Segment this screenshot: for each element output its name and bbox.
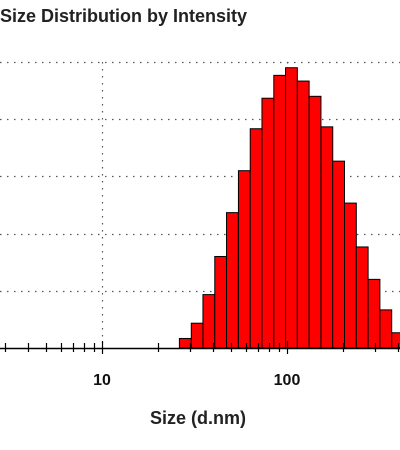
histogram-bar: [237, 170, 251, 349]
histogram-bar: [273, 74, 287, 349]
histogram-bar: [202, 294, 216, 349]
histogram-bar: [261, 97, 275, 349]
x-tick-label: 100: [274, 372, 301, 389]
histogram-bar: [367, 278, 381, 349]
histogram-bar: [355, 246, 369, 349]
histogram-bar: [285, 67, 298, 349]
x-axis-label: Size (d.nm): [150, 408, 246, 428]
histogram-bar: [226, 212, 239, 349]
histogram-bar: [296, 80, 310, 349]
histogram-bar: [320, 126, 334, 349]
histogram-bar: [190, 322, 204, 349]
histogram-bar: [214, 255, 228, 349]
x-tick-label: 10: [93, 372, 111, 389]
x-axis: [0, 341, 400, 354]
histogram-bar: [344, 202, 357, 349]
histogram-bar: [332, 160, 345, 349]
x-tick-labels: 10 100: [93, 372, 300, 389]
histogram-bar: [379, 309, 393, 349]
chart-title: Size Distribution by Intensity: [0, 6, 247, 26]
histogram-bar: [308, 95, 322, 349]
histogram-bar: [249, 128, 263, 349]
histogram-bar: [178, 337, 192, 349]
histogram-bars: [178, 67, 400, 349]
